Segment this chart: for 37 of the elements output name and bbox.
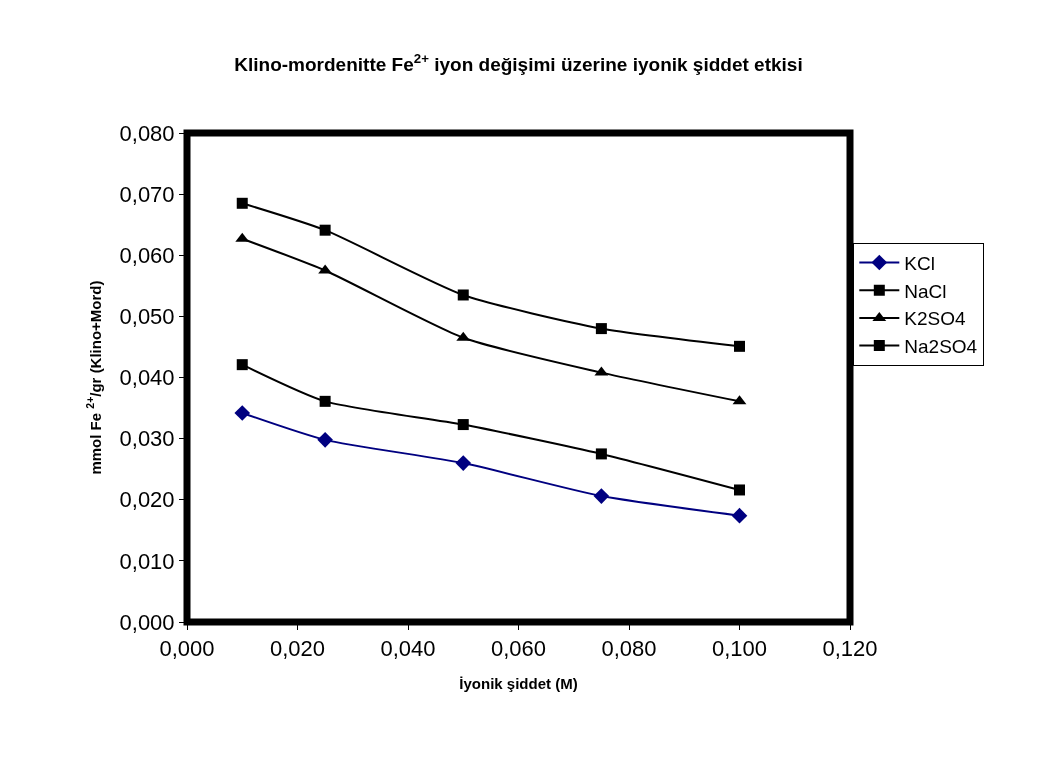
point	[234, 405, 251, 421]
point	[593, 488, 610, 504]
x-tick-label: 0,100	[711, 636, 768, 662]
point	[595, 448, 607, 460]
point	[455, 455, 472, 471]
point	[319, 395, 331, 407]
chart-title: Klino-mordenitte Fe$^{2+}$ iyon değişimi üzerine iyonik şiddet etkisi	[234, 51, 803, 76]
point	[317, 432, 333, 448]
legend-label: K2SO4	[904, 308, 967, 330]
x-tick-label: 0,120	[822, 636, 878, 662]
point	[731, 507, 748, 524]
y-tick-label: 0,050	[119, 304, 175, 330]
point	[457, 289, 469, 301]
y-tick-label: 0,080	[119, 120, 175, 146]
point	[319, 224, 331, 236]
y-tick-label: 0,030	[119, 426, 175, 452]
legend-label: KCl	[904, 252, 935, 274]
legend-label: Na2SO4	[904, 336, 978, 358]
x-tick-label: 0,000	[159, 636, 215, 662]
legend-label: NaCl	[904, 280, 947, 302]
y-tick-label: 0,070	[119, 181, 175, 207]
point	[457, 419, 469, 431]
x-tick-label: 0,060	[490, 636, 547, 662]
x-tick-label: 0,020	[269, 636, 326, 662]
point	[595, 323, 607, 335]
x-tick-label: 0,040	[380, 636, 436, 662]
y-tick-label: 0,040	[119, 365, 175, 391]
point	[236, 359, 248, 371]
x-axis-title: İyonik şiddet (M)	[459, 675, 578, 693]
x-tick-label: 0,080	[601, 636, 657, 662]
point	[734, 340, 745, 352]
y-tick-label: 0,010	[119, 548, 175, 574]
point	[734, 484, 745, 496]
y-tick-label: 0,060	[119, 242, 175, 268]
point	[236, 197, 248, 209]
y-tick-label: 0,020	[119, 487, 175, 513]
y-tick-label: 0,000	[119, 609, 175, 635]
